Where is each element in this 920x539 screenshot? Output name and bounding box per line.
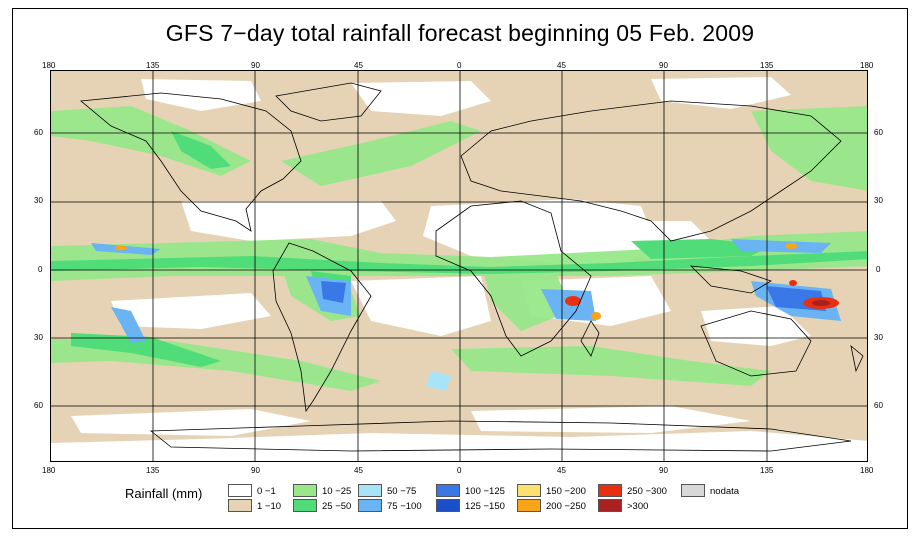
right-tick: 60 — [874, 128, 883, 137]
legend-label: 150 −200 — [546, 486, 586, 497]
legend-swatch — [517, 499, 541, 512]
bottom-tick: 135 — [760, 466, 774, 475]
coastlines — [80, 82, 864, 452]
left-tick: 60 — [34, 128, 43, 137]
legend-swatch — [293, 499, 317, 512]
legend-swatch — [517, 484, 541, 497]
figure-frame — [12, 8, 908, 529]
rainfall-map — [50, 70, 868, 462]
legend-swatch — [228, 484, 252, 497]
bottom-tick: 45 — [557, 466, 566, 475]
extreme-rain — [115, 243, 839, 320]
legend-title: Rainfall (mm) — [125, 486, 203, 501]
bottom-tick: 135 — [146, 466, 160, 475]
legend-label: 75 −100 — [387, 501, 422, 512]
legend-label: 25 −50 — [322, 501, 352, 512]
legend-swatch — [436, 484, 460, 497]
legend-swatch — [293, 484, 317, 497]
legend-swatch — [436, 499, 460, 512]
right-tick: 30 — [874, 196, 883, 205]
legend-label: 250 −300 — [627, 486, 667, 497]
legend-label: 200 −250 — [546, 501, 586, 512]
legend-label: 125 −150 — [465, 501, 505, 512]
right-tick: 0 — [876, 265, 881, 274]
bottom-tick: 180 — [860, 466, 874, 475]
top-tick: 90 — [659, 61, 668, 70]
graticule — [51, 71, 867, 461]
left-tick: 0 — [38, 265, 43, 274]
right-tick: 60 — [874, 401, 883, 410]
legend-label: 50 −75 — [387, 486, 417, 497]
bottom-tick: 90 — [251, 466, 260, 475]
top-tick: 0 — [457, 61, 462, 70]
legend-swatch — [598, 484, 622, 497]
legend-label: nodata — [710, 486, 740, 497]
legend-swatch — [358, 499, 382, 512]
legend-swatch — [681, 484, 705, 497]
bottom-tick: 180 — [42, 466, 56, 475]
legend-label: 10 −25 — [322, 486, 352, 497]
top-tick: 45 — [557, 61, 566, 70]
legend-label: >300 — [627, 501, 649, 512]
top-tick: 45 — [354, 61, 363, 70]
bottom-tick: 90 — [659, 466, 668, 475]
left-tick: 30 — [34, 333, 43, 342]
top-tick: 90 — [251, 61, 260, 70]
bottom-tick: 0 — [457, 466, 462, 475]
top-tick: 180 — [860, 61, 874, 70]
left-tick: 60 — [34, 401, 43, 410]
map-title: GFS 7−day total rainfall forecast beginn… — [165, 20, 755, 46]
legend-label: 1 −10 — [257, 501, 282, 512]
legend-swatch — [228, 499, 252, 512]
bottom-tick: 45 — [354, 466, 363, 475]
top-tick: 135 — [146, 61, 160, 70]
legend-label: 0 −1 — [257, 486, 276, 497]
legend-swatch — [598, 499, 622, 512]
legend-label: 100 −125 — [465, 486, 505, 497]
right-tick: 30 — [874, 333, 883, 342]
rainfall-map-svg — [51, 71, 867, 461]
top-tick: 180 — [42, 61, 56, 70]
legend-swatch — [358, 484, 382, 497]
top-tick: 135 — [760, 61, 774, 70]
left-tick: 30 — [34, 196, 43, 205]
